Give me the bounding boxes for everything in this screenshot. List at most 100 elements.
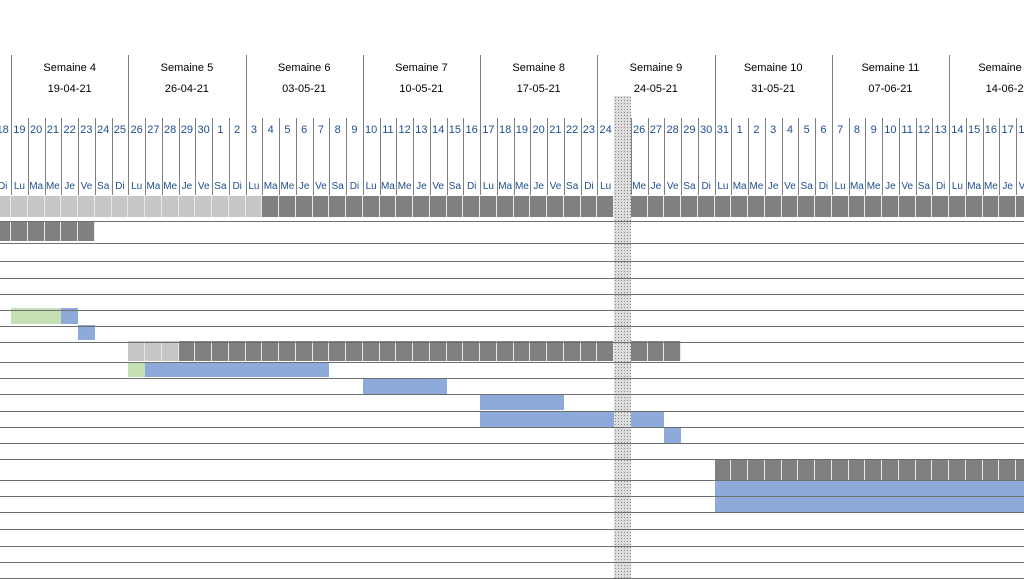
row-gridline (0, 443, 1024, 444)
day-of-week: Je (885, 181, 896, 192)
day-separator (245, 118, 247, 195)
summary-bar-cell (848, 196, 866, 217)
day-of-week: Di (349, 181, 360, 192)
summary-bar-cell (999, 460, 1017, 480)
task-bar-cell (429, 378, 447, 394)
row-gridline (0, 480, 1024, 481)
summary-bar-cell (161, 196, 179, 217)
task-bar-cell (630, 411, 648, 427)
row-gridline (0, 261, 1024, 262)
task-bar-cell (262, 362, 280, 377)
row-gridline (0, 294, 1024, 295)
day-number: 31 (716, 124, 730, 136)
summary-bar-cell (898, 196, 916, 217)
summary-bar-cell (530, 341, 548, 361)
day-number: 4 (267, 124, 274, 136)
day-number: 7 (317, 124, 324, 136)
summary-bar-cell (580, 196, 598, 217)
day-of-week: Lu (365, 181, 377, 192)
summary-bar-cell (949, 196, 966, 217)
summary-bar-cell (446, 341, 464, 361)
summary-bar-cell (362, 196, 380, 217)
day-of-week: Lu (131, 181, 143, 192)
week-start-date: 07-06-21 (868, 83, 913, 95)
day-number: 20 (30, 124, 43, 136)
task-bar-cell (781, 481, 799, 496)
task-bar-cell (580, 411, 598, 427)
summary-bar-cell (262, 341, 280, 361)
task-bar-cell (547, 395, 564, 410)
summary-bar-cell (429, 341, 447, 361)
summary-bar-cell (128, 341, 146, 361)
task-bar-cell (664, 428, 682, 443)
summary-bar-cell (228, 341, 246, 361)
day-number: 8 (334, 124, 341, 136)
summary-bar-cell (915, 460, 933, 480)
day-number: 22 (566, 124, 579, 136)
summary-bar-cell (882, 196, 899, 217)
summary-bar-cell (463, 196, 481, 217)
task-bar-cell (999, 481, 1017, 496)
task-bar-cell (563, 411, 581, 427)
day-of-week: Ve (549, 181, 562, 192)
task-bar-cell (915, 481, 933, 496)
summary-bar-cell (530, 196, 548, 217)
task-bar-cell (295, 362, 313, 377)
summary-bar-cell (245, 341, 263, 361)
day-of-week: Me (983, 181, 998, 192)
summary-bar-cell (781, 196, 799, 217)
summary-bar-cell (61, 222, 79, 241)
task-bar-cell (11, 308, 28, 324)
day-of-week: Ve (197, 181, 210, 192)
day-of-week: Ma (732, 181, 747, 192)
day-of-week: Lu (834, 181, 846, 192)
summary-bar-cell (295, 341, 313, 361)
day-separator (731, 118, 733, 195)
summary-bar-cell (195, 341, 213, 361)
week-start-date: 31-05-21 (751, 83, 796, 95)
day-number: 15 (968, 124, 981, 136)
day-of-week: Me (749, 181, 764, 192)
day-separator (362, 118, 364, 195)
day-separator (413, 118, 415, 195)
day-separator (530, 118, 532, 195)
summary-bar-cell (312, 341, 330, 361)
summary-bar-cell (848, 460, 866, 480)
summary-bar-cell (480, 196, 497, 217)
day-separator (145, 118, 147, 195)
day-separator (664, 118, 666, 195)
day-number: 23 (582, 124, 596, 136)
week-label: Semaine 6 (277, 62, 331, 74)
summary-bar-cell (496, 341, 514, 361)
day-separator (999, 118, 1001, 195)
task-bar-cell (245, 362, 263, 377)
task-bar-cell (898, 497, 916, 512)
day-separator (429, 118, 431, 195)
task-bar-cell (647, 411, 665, 427)
day-number: 24 (599, 124, 612, 136)
summary-bar-cell (463, 341, 481, 361)
summary-bar-cell (865, 196, 883, 217)
task-bar-cell (78, 325, 95, 340)
task-bar-cell (27, 308, 45, 324)
day-number: 4 (786, 124, 793, 136)
day-number: 1 (736, 124, 743, 136)
week-separator (362, 55, 364, 175)
day-of-week: Sa (683, 181, 696, 192)
day-separator (1016, 118, 1018, 195)
row-gridline (0, 378, 1024, 379)
summary-bar-cell (396, 341, 414, 361)
summary-bar-cell (1016, 196, 1024, 217)
day-of-week: Ma (263, 181, 278, 192)
summary-bar-cell (563, 196, 581, 217)
summary-bar-cell (496, 196, 514, 217)
task-bar-cell (279, 362, 296, 377)
day-of-week: Ma (967, 181, 982, 192)
summary-bar-cell (312, 196, 330, 217)
week-separator (597, 55, 599, 175)
summary-bar-cell (547, 341, 564, 361)
summary-bar-cell (882, 460, 899, 480)
day-separator (463, 118, 465, 195)
day-number: 2 (753, 124, 760, 136)
